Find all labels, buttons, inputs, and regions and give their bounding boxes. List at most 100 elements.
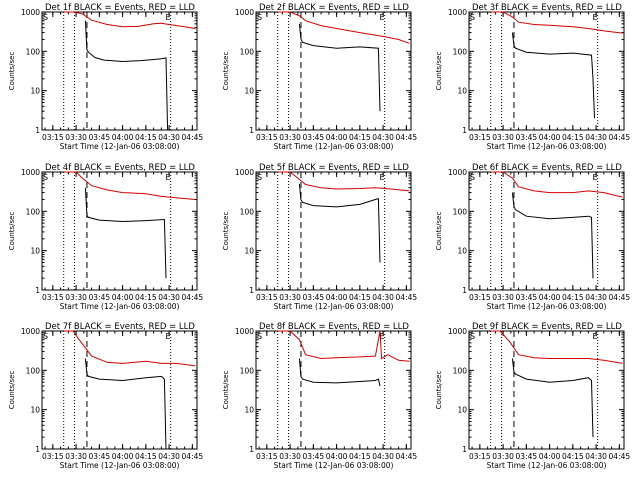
y-tick-label: 100 [453,207,468,216]
chart-title: Det 1f BLACK = Events, RED = LLD [45,3,195,13]
y-tick-label: 1000 [448,8,467,17]
y-tick-label: 100 [26,207,41,216]
start-marker-label: S [257,332,262,341]
x-tick-label: 03:45 [516,452,538,461]
lld-series-line [490,330,623,364]
x-tick-label: 04:30 [372,452,394,461]
panel-3: Det 3f BLACK = Events, RED = LLD Counts/s… [435,3,630,151]
x-tick-label: 03:15 [469,293,491,302]
panel-4: Det 4f BLACK = Events, RED = LLD Counts/s… [8,163,203,311]
events-series-line [511,32,595,119]
x-tick-label: 04:30 [158,293,180,302]
x-tick-label: 03:30 [492,293,514,302]
y-tick-label: 1000 [235,8,254,17]
x-tick-label: 03:30 [279,133,301,142]
y-tick-label: 1 [35,445,40,454]
lld-series-line [63,171,196,200]
chart-title: Det 5f BLACK = Events, RED = LLD [259,163,409,173]
end-marker-label: E [165,13,170,22]
start-marker-label: S [43,173,48,182]
x-tick-label: 03:30 [279,293,301,302]
x-tick-label: 04:15 [349,293,371,302]
panel-7: Det 7f BLACK = Events, RED = LLD Counts/s… [8,322,203,470]
x-tick-label: 04:45 [609,293,631,302]
events-series-line [298,183,381,263]
y-tick-label: 100 [26,47,41,56]
lld-series-line [63,11,196,29]
plot-frame [255,171,412,291]
x-tick-label: 03:45 [89,452,111,461]
y-tick-label: 1000 [21,8,40,17]
x-tick-label: 04:00 [539,452,561,461]
chart-title: Det 7f BLACK = Events, RED = LLD [45,322,195,332]
y-tick-label: 10 [457,247,467,256]
x-axis-label: Start Time (12-Jan-06 03:08:00) [487,142,607,151]
x-tick-label: 04:00 [539,293,561,302]
x-tick-label: 04:15 [562,133,584,142]
y-tick-label: 1000 [21,168,40,177]
x-axis-label: Start Time (12-Jan-06 03:08:00) [274,142,394,151]
y-tick-label: 1 [249,445,254,454]
y-axis-label: Counts/sec [435,371,443,410]
y-tick-label: 1000 [235,327,254,336]
y-tick-label: 10 [244,247,254,256]
x-tick-label: 04:45 [182,133,204,142]
x-tick-label: 03:45 [89,293,111,302]
x-axis-label: Start Time (12-Jan-06 03:08:00) [60,142,180,151]
plot-frame [468,171,625,291]
start-marker-label: S [470,332,475,341]
y-axis-label: Counts/sec [8,52,16,91]
panel-9: Det 9f BLACK = Events, RED = LLD Counts/s… [435,322,630,470]
x-axis-label: Start Time (12-Jan-06 03:08:00) [60,302,180,311]
x-tick-label: 03:15 [469,452,491,461]
lld-series-line [490,171,623,198]
x-tick-label: 03:45 [303,293,325,302]
x-tick-label: 03:45 [516,133,538,142]
chart-title: Det 4f BLACK = Events, RED = LLD [45,163,195,173]
start-marker-label: S [470,13,475,22]
y-tick-label: 10 [244,87,254,96]
panel-2: Det 2f BLACK = Events, RED = LLD Counts/s… [222,3,417,151]
end-marker-label: E [592,13,597,22]
y-tick-label: 1000 [448,327,467,336]
events-series-line [84,358,167,450]
x-tick-label: 03:15 [42,293,64,302]
events-series-line [511,358,594,438]
x-tick-label: 04:30 [585,293,607,302]
x-tick-label: 04:15 [349,452,371,461]
y-axis-label: Counts/sec [435,212,443,251]
x-tick-label: 04:30 [585,133,607,142]
x-tick-label: 04:45 [182,452,204,461]
x-tick-label: 03:30 [65,293,87,302]
y-tick-label: 100 [240,366,255,375]
x-tick-label: 04:15 [135,133,157,142]
y-tick-label: 1 [35,286,40,295]
x-tick-label: 03:15 [42,452,64,461]
x-tick-label: 04:30 [372,293,394,302]
x-axis-label: Start Time (12-Jan-06 03:08:00) [274,461,394,470]
x-tick-label: 04:45 [396,133,418,142]
end-marker-label: E [592,173,597,182]
x-tick-label: 03:15 [256,452,278,461]
plot-frame [468,11,625,131]
y-axis-label: Counts/sec [8,371,16,410]
lld-series-line [63,330,196,367]
x-axis-label: Start Time (12-Jan-06 03:08:00) [60,461,180,470]
start-marker-label: S [257,13,262,22]
x-tick-label: 03:15 [42,133,64,142]
lld-series-line [277,11,410,44]
start-marker-label: S [257,173,262,182]
x-tick-label: 04:45 [396,293,418,302]
lld-series-line [277,330,410,362]
y-tick-label: 10 [30,406,40,415]
x-tick-label: 04:30 [585,452,607,461]
x-tick-label: 03:15 [256,293,278,302]
y-tick-label: 10 [457,406,467,415]
y-axis-label: Counts/sec [222,212,230,251]
x-tick-label: 04:00 [326,452,348,461]
plot-frame [41,330,198,450]
x-tick-label: 04:00 [539,133,561,142]
x-tick-label: 04:45 [182,293,204,302]
start-marker-label: S [43,13,48,22]
